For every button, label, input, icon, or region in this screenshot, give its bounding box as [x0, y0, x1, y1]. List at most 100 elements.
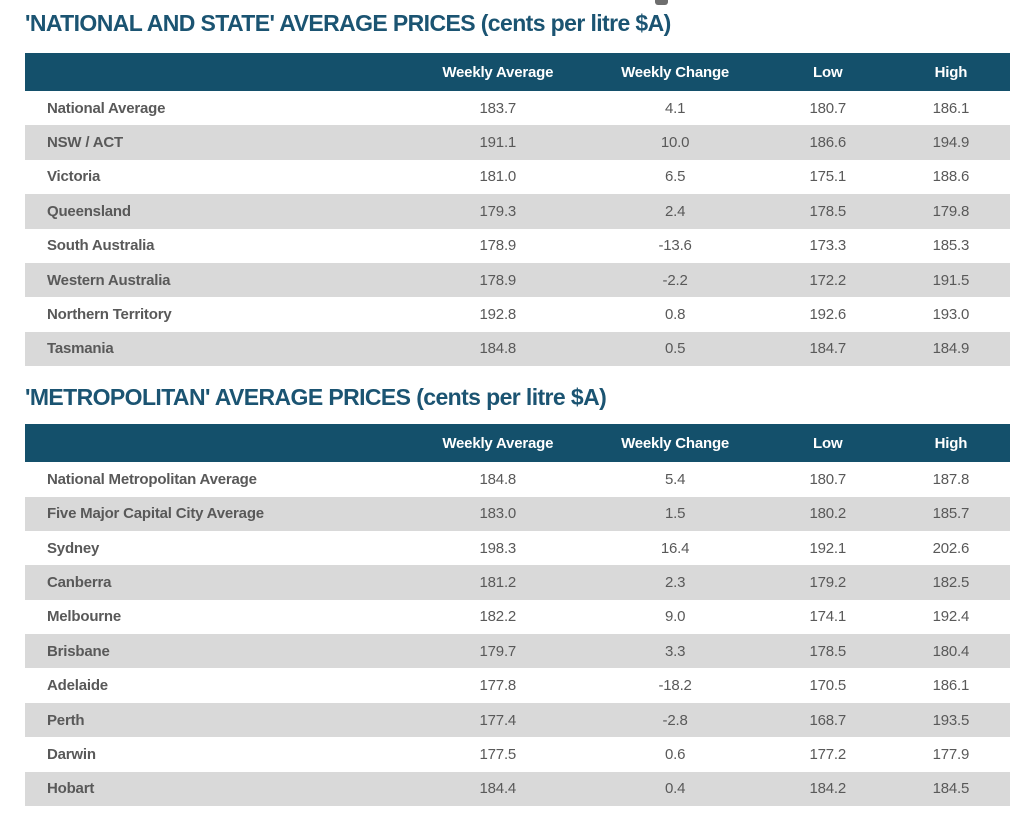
weekly-average-cell: 178.9	[479, 237, 517, 255]
row-label-cell: Brisbane	[25, 634, 410, 669]
low-cell: 184.2	[763, 771, 892, 807]
high-cell: 194.9	[891, 125, 1010, 160]
weekly-change-cell: 3.3	[586, 634, 764, 669]
weekly-change-cell: 1.5	[586, 496, 764, 531]
low-cell: 172.2	[763, 262, 892, 298]
col-header-weekly-change: Weekly Change	[586, 53, 764, 91]
high-cell: 179.8	[891, 194, 1010, 229]
table-row: Tasmania 184.8 0.5 184.7 184.9	[25, 331, 1010, 367]
table-row: Darwin 177.5 0.6 177.2 177.9	[25, 737, 1010, 771]
row-label-cell: Darwin	[47, 745, 96, 763]
high-cell: 202.6	[932, 539, 970, 557]
low-cell: 186.6	[763, 125, 892, 160]
table-row: Victoria 181.0 6.5 175.1 188.6	[25, 160, 1010, 194]
table-row: Five Major Capital City Average 183.0 1.…	[25, 496, 1010, 531]
weekly-average-cell: 181.0	[479, 168, 517, 186]
weekly-change-cell: 9.0	[664, 608, 686, 626]
row-label-cell: Perth	[25, 702, 410, 738]
national-state-section-title: 'NATIONAL AND STATE' AVERAGE PRICES (cen…	[25, 10, 671, 36]
row-label-cell: Canberra	[25, 565, 410, 600]
high-cell: 184.5	[891, 771, 1010, 807]
table-row: Perth 177.4 -2.8 168.7 193.5	[25, 702, 1010, 738]
low-cell: 192.1	[809, 539, 847, 557]
table-row: Hobart 184.4 0.4 184.2 184.5	[25, 771, 1010, 807]
metropolitan-price-table: Weekly Average Weekly Change Low High Na…	[25, 424, 1010, 807]
weekly-average-cell: 198.3	[479, 539, 517, 557]
high-cell: 188.6	[932, 168, 970, 186]
weekly-change-cell: 0.8	[664, 306, 686, 324]
weekly-change-cell: -18.2	[658, 677, 692, 695]
high-cell: 192.4	[932, 608, 970, 626]
high-cell: 185.3	[932, 237, 970, 255]
table-header: Weekly Average Weekly Change Low High	[25, 424, 1010, 463]
col-header-low: Low	[763, 424, 892, 463]
table-row: Western Australia 178.9 -2.2 172.2 191.5	[25, 262, 1010, 298]
row-label-cell: Hobart	[25, 771, 410, 807]
col-header-low: Low	[763, 53, 892, 91]
table-row: NSW / ACT 191.1 10.0 186.6 194.9	[25, 125, 1010, 160]
low-cell: 180.2	[763, 496, 892, 531]
table-row: Adelaide 177.8 -18.2 170.5 186.1	[25, 668, 1010, 702]
weekly-average-cell: 183.0	[409, 496, 587, 531]
row-label-cell: Victoria	[47, 168, 101, 186]
high-cell: 186.1	[932, 677, 970, 695]
row-label-cell: National Average	[47, 99, 166, 117]
table-row: Northern Territory 192.8 0.8 192.6 193.0	[25, 297, 1010, 331]
weekly-average-cell: 179.7	[409, 634, 587, 669]
high-cell: 193.5	[891, 702, 1010, 738]
weekly-change-cell: 0.4	[586, 771, 764, 807]
low-cell: 184.7	[763, 331, 892, 367]
col-header-weekly-average: Weekly Average	[409, 53, 587, 91]
row-label-cell: South Australia	[47, 237, 155, 255]
col-header-weekly-change: Weekly Change	[586, 424, 764, 463]
weekly-average-cell: 177.4	[409, 702, 587, 738]
row-label-cell: Melbourne	[47, 608, 122, 626]
row-label-cell: National Metropolitan Average	[47, 470, 257, 488]
table-row: Brisbane 179.7 3.3 178.5 180.4	[25, 634, 1010, 669]
weekly-change-cell: 6.5	[664, 168, 686, 186]
weekly-average-cell: 184.8	[409, 331, 587, 367]
weekly-average-cell: 177.5	[479, 745, 517, 763]
low-cell: 192.6	[809, 306, 847, 324]
low-cell: 174.1	[809, 608, 847, 626]
low-cell: 178.5	[763, 634, 892, 669]
low-cell: 175.1	[809, 168, 847, 186]
high-cell: 180.4	[891, 634, 1010, 669]
col-header-label	[25, 424, 410, 463]
weekly-change-cell: 5.4	[664, 470, 686, 488]
low-cell: 173.3	[809, 237, 847, 255]
weekly-average-cell: 182.2	[479, 608, 517, 626]
low-cell: 179.2	[763, 565, 892, 600]
weekly-change-cell: -2.2	[586, 262, 764, 298]
table-row: Queensland 179.3 2.4 178.5 179.8	[25, 194, 1010, 229]
weekly-change-cell: 2.4	[586, 194, 764, 229]
weekly-average-cell: 184.4	[409, 771, 587, 807]
weekly-change-cell: 16.4	[660, 539, 690, 557]
low-cell: 180.7	[809, 470, 847, 488]
row-label-cell: NSW / ACT	[25, 125, 410, 160]
table-row: National Metropolitan Average 184.8 5.4 …	[25, 462, 1010, 496]
weekly-average-cell: 191.1	[409, 125, 587, 160]
weekly-average-cell: 177.8	[479, 677, 517, 695]
table-row: Sydney 198.3 16.4 192.1 202.6	[25, 531, 1010, 565]
low-cell: 180.7	[809, 99, 847, 117]
col-header-high: High	[891, 53, 1010, 91]
weekly-average-cell: 181.2	[409, 565, 587, 600]
row-label-cell: Northern Territory	[47, 306, 172, 324]
table-header: Weekly Average Weekly Change Low High	[25, 53, 1010, 91]
weekly-average-cell: 184.8	[479, 470, 517, 488]
table-row: Canberra 181.2 2.3 179.2 182.5	[25, 565, 1010, 600]
low-cell: 178.5	[763, 194, 892, 229]
high-cell: 186.1	[932, 99, 970, 117]
high-cell: 182.5	[891, 565, 1010, 600]
table-row: Melbourne 182.2 9.0 174.1 192.4	[25, 600, 1010, 634]
report-content: 'NATIONAL AND STATE' AVERAGE PRICES (cen…	[25, 8, 1010, 807]
national-state-price-table: Weekly Average Weekly Change Low High Na…	[25, 53, 1010, 367]
header-row: Weekly Average Weekly Change Low High	[25, 53, 1010, 91]
weekly-change-cell: 0.5	[586, 331, 764, 367]
weekly-change-cell: -13.6	[658, 237, 692, 255]
weekly-average-cell: 192.8	[479, 306, 517, 324]
row-label-cell: Queensland	[25, 194, 410, 229]
weekly-change-cell: -2.8	[586, 702, 764, 738]
